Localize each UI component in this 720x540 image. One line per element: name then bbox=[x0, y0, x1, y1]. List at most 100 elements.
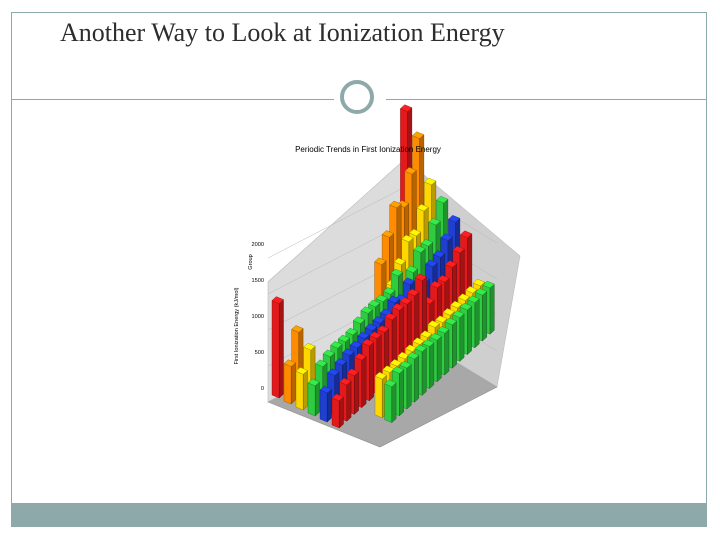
bar-top-face bbox=[407, 288, 420, 297]
bar-top-face bbox=[459, 302, 472, 311]
title-divider-right bbox=[386, 99, 706, 100]
bar-top-face bbox=[414, 273, 427, 281]
bar-top-face bbox=[427, 320, 440, 328]
bar-top-face bbox=[389, 200, 402, 209]
bar-top-face bbox=[349, 340, 363, 349]
bar-top-face bbox=[374, 371, 387, 380]
bar-top-face bbox=[416, 203, 429, 212]
bar-top-face bbox=[295, 367, 308, 375]
bar-top-face bbox=[412, 131, 425, 139]
bar-top-face bbox=[404, 167, 417, 175]
bar-top-face bbox=[437, 275, 450, 283]
y-tick-label: 1000 bbox=[252, 314, 264, 320]
bar-top-face bbox=[392, 303, 405, 311]
bar-top-face bbox=[381, 230, 394, 238]
bar-front-face bbox=[374, 375, 383, 419]
bar-top-face bbox=[440, 233, 453, 241]
bar-top-face bbox=[436, 195, 449, 204]
bar-top-face bbox=[339, 377, 352, 386]
bar-top-face bbox=[354, 353, 367, 361]
bar-top-face bbox=[375, 294, 388, 302]
bar-top-face bbox=[467, 295, 480, 303]
bar-top-face bbox=[322, 349, 335, 358]
bar-side-face bbox=[429, 342, 435, 390]
bar bbox=[384, 379, 397, 424]
bar-top-face bbox=[315, 359, 328, 367]
bar-side-face bbox=[291, 362, 296, 405]
y-tick-label: 500 bbox=[255, 350, 264, 356]
bar-top-face bbox=[400, 104, 413, 112]
bar bbox=[283, 359, 296, 405]
bar-side-face bbox=[399, 369, 404, 417]
bar-top-face bbox=[396, 200, 410, 208]
bar-side-face bbox=[303, 369, 308, 411]
bar-front-face bbox=[271, 300, 280, 399]
bar-top-face bbox=[435, 315, 448, 323]
bar-front-face bbox=[331, 397, 340, 429]
bar-top-face bbox=[393, 257, 406, 266]
bar-top-face bbox=[368, 299, 381, 308]
bar-side-face bbox=[361, 355, 367, 409]
bar bbox=[307, 378, 320, 417]
bar-top-face bbox=[345, 327, 358, 336]
bar-top-face bbox=[420, 330, 433, 338]
bar-top-face bbox=[442, 308, 455, 316]
bar-top-face bbox=[376, 325, 390, 333]
bar-top-face bbox=[283, 359, 296, 367]
footer-bar bbox=[12, 503, 707, 526]
bar-top-face bbox=[331, 393, 344, 402]
bar-top-face bbox=[372, 316, 385, 324]
bar-top-face bbox=[327, 368, 340, 376]
bar-top-face bbox=[424, 177, 437, 186]
bar-front-face bbox=[319, 389, 328, 423]
bar-top-face bbox=[482, 280, 495, 289]
bar-top-face bbox=[420, 239, 434, 247]
bar-top-face bbox=[474, 288, 488, 296]
bar-top-face bbox=[387, 295, 400, 304]
bar-side-face bbox=[354, 371, 359, 415]
bar-front-face bbox=[295, 370, 304, 411]
chart-title: Periodic Trends in First Ionization Ener… bbox=[295, 145, 441, 154]
bar-side-face bbox=[467, 305, 472, 356]
y-tick-label: 0 bbox=[261, 386, 264, 392]
bar-side-face bbox=[339, 396, 344, 429]
bar-top-face bbox=[271, 296, 284, 304]
divider-ring-ornament bbox=[340, 80, 374, 114]
bar-front-face bbox=[307, 382, 316, 417]
bar-top-face bbox=[374, 257, 387, 265]
bar-top-face bbox=[465, 286, 478, 294]
bar-top-face bbox=[360, 306, 373, 314]
bar-top-face bbox=[412, 337, 425, 345]
y-axis-label: First Ionization Energy (kJ/mol) bbox=[234, 287, 240, 364]
bar-top-face bbox=[399, 360, 412, 369]
series-row bbox=[384, 280, 495, 424]
bar-top-face bbox=[460, 230, 473, 238]
bar-side-face bbox=[406, 363, 412, 410]
bar-top-face bbox=[422, 339, 435, 347]
y-tick-label: 2000 bbox=[252, 242, 264, 248]
bar-top-face bbox=[472, 278, 486, 287]
bars-group bbox=[271, 104, 495, 429]
bar-top-face bbox=[437, 326, 450, 334]
bar-side-face bbox=[474, 298, 480, 349]
bar-top-face bbox=[352, 316, 366, 324]
bar-side-face bbox=[459, 313, 465, 362]
bar-top-face bbox=[357, 331, 370, 340]
bar-top-face bbox=[452, 310, 465, 318]
bar-top-face bbox=[291, 325, 304, 333]
bar-top-face bbox=[390, 268, 403, 277]
bar-top-face bbox=[406, 351, 420, 360]
bar-top-face bbox=[414, 344, 427, 353]
bar-top-face bbox=[383, 287, 396, 295]
bar-side-face bbox=[315, 381, 320, 417]
bar-top-face bbox=[428, 217, 441, 226]
bar-top-face bbox=[429, 333, 442, 341]
bar-top-face bbox=[334, 358, 347, 366]
bar-top-face bbox=[413, 245, 426, 253]
bar-side-face bbox=[436, 335, 442, 383]
bar-top-face bbox=[405, 265, 418, 273]
y-tick-label: 1500 bbox=[252, 278, 264, 284]
bar-top-face bbox=[384, 379, 397, 387]
x-axis-label: Group bbox=[248, 254, 254, 270]
